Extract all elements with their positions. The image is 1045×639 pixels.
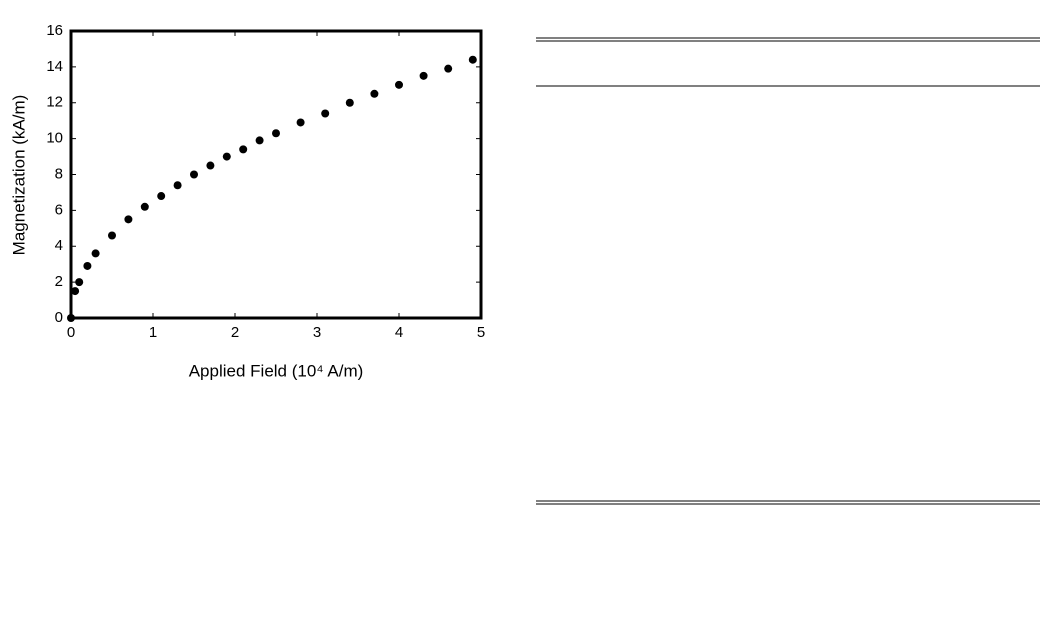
data-point bbox=[321, 109, 330, 118]
data-point bbox=[395, 80, 403, 89]
data-point bbox=[444, 64, 453, 73]
data-point bbox=[272, 129, 280, 138]
empty-table bbox=[536, 37, 1040, 505]
data-point bbox=[75, 278, 84, 287]
data-point bbox=[67, 314, 75, 322]
plot-frame bbox=[69, 29, 483, 320]
y-tick-label: 12 bbox=[46, 94, 63, 111]
x-tick-label: 5 bbox=[477, 324, 485, 341]
data-point bbox=[108, 231, 116, 240]
data-point bbox=[190, 170, 198, 179]
y-tick-label: 8 bbox=[55, 165, 63, 182]
data-point bbox=[255, 136, 264, 145]
data-point bbox=[124, 215, 133, 224]
x-tick-label: 4 bbox=[395, 324, 403, 341]
data-point bbox=[419, 71, 428, 80]
data-point bbox=[345, 98, 354, 107]
data-point bbox=[83, 261, 92, 270]
data-point bbox=[239, 145, 248, 154]
y-axis-label: Magnetization (kA/m) bbox=[9, 95, 28, 256]
data-point bbox=[157, 192, 166, 201]
x-tick-label: 1 bbox=[149, 324, 157, 341]
data-point bbox=[71, 287, 80, 296]
data-point bbox=[206, 161, 215, 170]
y-tick-label: 4 bbox=[55, 237, 63, 254]
y-tick-label: 6 bbox=[55, 201, 63, 218]
y-tick-label: 16 bbox=[46, 22, 63, 39]
x-tick-label: 2 bbox=[231, 324, 239, 341]
x-tick-label: 0 bbox=[67, 324, 75, 341]
x-axis-label: Applied Field (10⁴ A/m) bbox=[189, 361, 364, 380]
data-point bbox=[91, 249, 100, 258]
data-point bbox=[222, 152, 231, 161]
y-tick-label: 2 bbox=[55, 273, 63, 290]
data-point bbox=[296, 118, 305, 127]
x-tick-label: 3 bbox=[313, 324, 321, 341]
data-point bbox=[370, 89, 379, 98]
y-tick-label: 14 bbox=[46, 58, 63, 75]
data-point bbox=[140, 202, 149, 211]
data-point bbox=[468, 55, 477, 64]
y-tick-label: 0 bbox=[55, 309, 63, 326]
data-point bbox=[173, 181, 182, 190]
y-tick-label: 10 bbox=[46, 130, 63, 147]
